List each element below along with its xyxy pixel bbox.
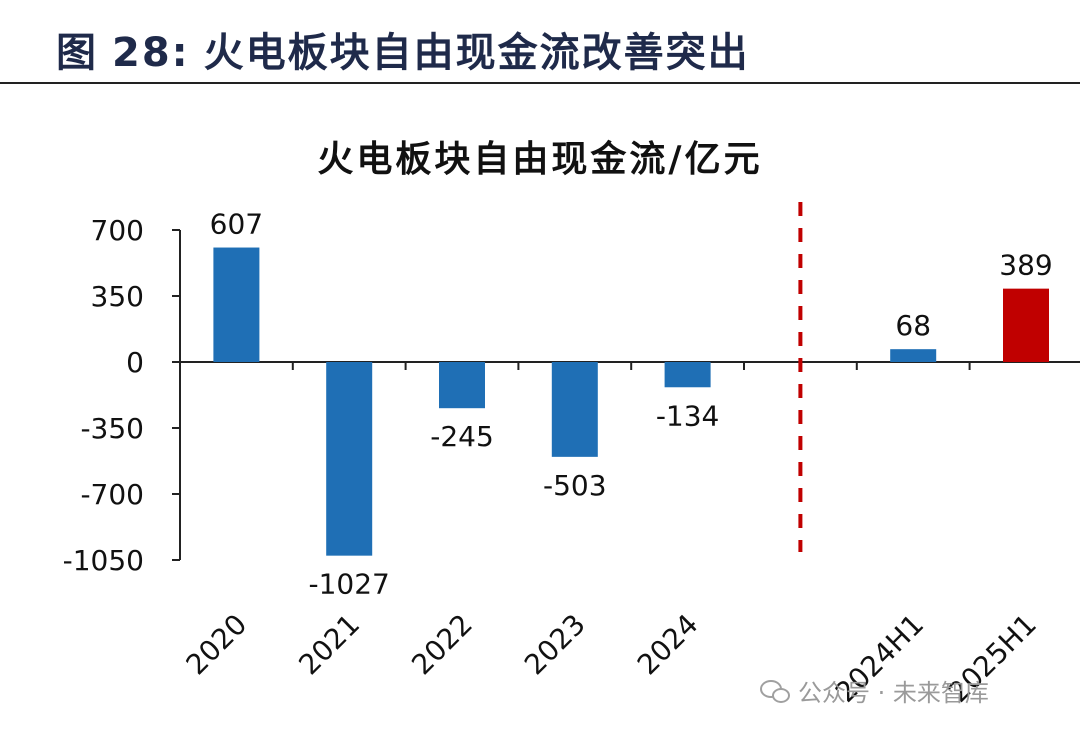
- watermark: 公众号 · 未来智库: [760, 672, 989, 708]
- figure-prefix: 图: [56, 30, 98, 76]
- bar: [326, 362, 373, 556]
- data-label: -134: [656, 399, 720, 432]
- y-tick-label: 700: [91, 214, 144, 247]
- x-tick-label: 2021: [292, 608, 366, 682]
- figure-header: 图 28: 火电板块自由现金流改善突出: [0, 0, 1080, 84]
- x-tick-label: 2024: [631, 608, 705, 682]
- data-label: 607: [210, 208, 263, 241]
- watermark-text: 公众号 · 未来智库: [798, 678, 989, 707]
- x-tick-label: 2020: [180, 608, 254, 682]
- header-rule: [0, 82, 1080, 84]
- y-tick-label: 350: [91, 280, 144, 313]
- wechat-icon: [760, 678, 790, 703]
- x-tick-label: 2022: [405, 608, 479, 682]
- figure-caption-text: 火电板块自由现金流改善突出: [203, 30, 750, 76]
- data-label: 389: [999, 249, 1052, 282]
- y-tick-label: 0: [126, 346, 144, 379]
- y-tick-label: -350: [80, 412, 144, 445]
- figure-caption: 图 28: 火电板块自由现金流改善突出: [56, 20, 750, 78]
- data-label: -245: [430, 420, 494, 453]
- bar: [551, 362, 598, 457]
- data-label: 68: [895, 309, 931, 342]
- chart-title: 火电板块自由现金流/亿元: [317, 139, 763, 180]
- x-tick-label: 2023: [518, 608, 592, 682]
- data-label: -1027: [309, 568, 390, 601]
- bar: [213, 247, 260, 362]
- data-label: -503: [543, 469, 607, 502]
- figure-number: 28:: [112, 30, 190, 76]
- bar: [664, 362, 711, 388]
- bar: [890, 349, 937, 362]
- y-tick-label: -700: [80, 478, 144, 511]
- bar: [1003, 288, 1049, 362]
- bar: [439, 362, 485, 409]
- y-tick-label: -1050: [63, 544, 144, 577]
